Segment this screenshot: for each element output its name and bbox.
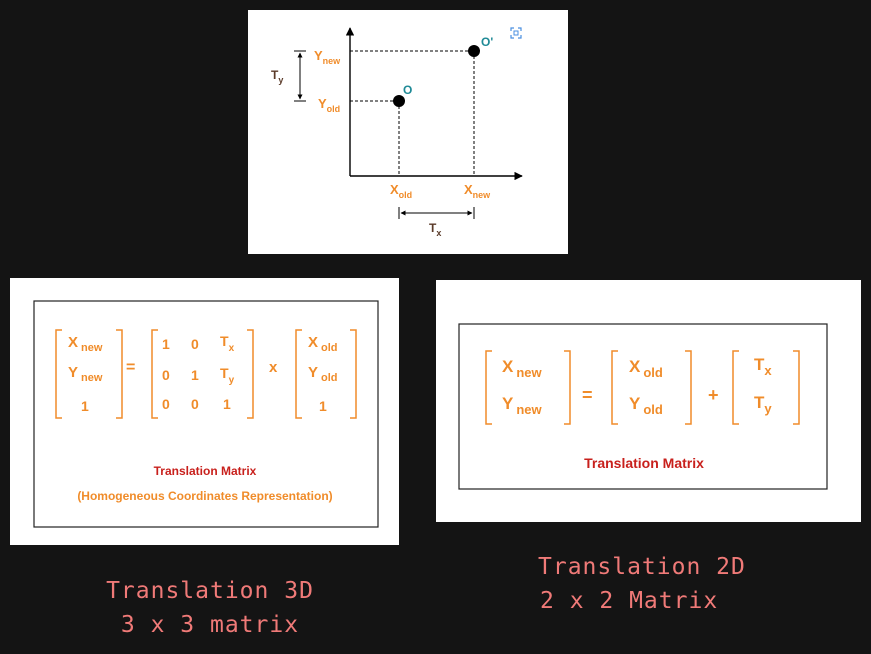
caption-2d-line1: Translation 2D [538,554,746,580]
translation-plot-panel: O O' Ynew Yold Ty Xold Xnew Tx [248,10,568,254]
x-new-label: Xnew [464,182,491,200]
plus-sign: + [708,385,719,405]
rhs-bracket-right [350,329,357,419]
matrix-3d-subtitle: (Homogeneous Coordinates Representation) [77,489,332,503]
equals-sign: = [582,385,593,405]
rhs-entry: Tx [754,355,772,378]
equals-sign: = [126,359,135,376]
caption-2d-line2: 2 x 2 Matrix [540,588,719,614]
rhs-bracket-left [295,329,302,419]
multiply-sign: x [269,359,278,376]
matrix-cell: 0 [162,367,170,383]
matrix-cell: 1 [191,367,199,383]
point-new-label: O' [481,35,493,49]
lhs-bracket-left [55,329,62,419]
matrix-2d-title: Translation Matrix [584,455,704,471]
rhs-entry: 1 [319,398,327,414]
point-new [468,45,480,57]
y-old-label: Yold [318,96,340,114]
lhs-bracket-left [485,350,492,425]
mid-bracket-right [247,329,254,419]
matrix-cell: Tx [220,333,235,354]
lhs-entry: 1 [81,398,89,414]
matrix-3d-frame [33,300,379,528]
mid-bracket-left [611,350,618,425]
matrix-cell: Ty [220,365,235,386]
tx-label: Tx [429,221,441,238]
translation-plot: O O' Ynew Yold Ty Xold Xnew Tx [271,27,523,238]
rhs-bracket-right [793,350,800,425]
matrix-cell: 1 [223,396,231,412]
matrix-3d-title: Translation Matrix [154,464,257,478]
rhs-bracket-left [732,350,739,425]
point-old [393,95,405,107]
scan-icon[interactable] [510,27,522,39]
matrix-2d-frame [458,323,828,490]
mid-bracket-right [685,350,692,425]
point-old-label: O [403,83,412,97]
ty-label: Ty [271,68,283,85]
lhs-bracket-right [564,350,571,425]
matrix-cell: 0 [162,396,170,412]
lhs-bracket-right [116,329,123,419]
mid-bracket-left [151,329,158,419]
matrix-cell: 1 [162,336,170,352]
matrix-cell: 0 [191,336,199,352]
caption-3d: Translation 3D 3 x 3 matrix [80,574,340,642]
matrix-cell: 0 [191,396,199,412]
rhs-entry: Ty [754,393,772,416]
caption-3d-line1: Translation 3D [106,578,314,604]
x-old-label: Xold [390,182,412,200]
caption-3d-line2: 3 x 3 matrix [120,612,300,638]
y-new-label: Ynew [314,48,341,66]
caption-2d: Translation 2D 2 x 2 Matrix [518,550,778,618]
